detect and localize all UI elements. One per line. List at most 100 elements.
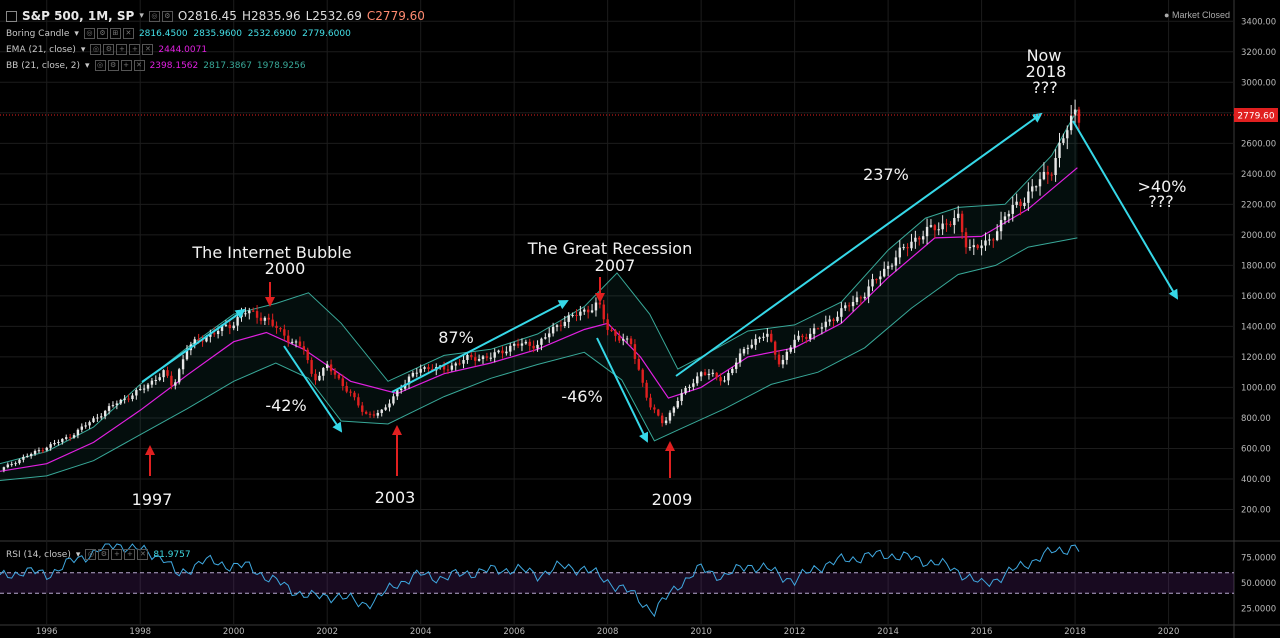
candle-body <box>400 388 403 391</box>
candle-legend-name[interactable]: Boring Candle <box>6 28 70 39</box>
candle-body <box>1015 201 1018 205</box>
y-tick-label: 1000.00 <box>1241 383 1276 393</box>
candle-body <box>840 308 843 317</box>
candle-body <box>142 388 146 390</box>
legend-buttons[interactable]: ◎ ⚙ ⊞ ✕ <box>83 28 134 39</box>
candle-body <box>770 333 773 342</box>
candle-body <box>586 309 590 313</box>
pct-neg42: -42% <box>265 396 306 415</box>
chevron-down-icon[interactable]: ▾ <box>75 549 81 560</box>
candle-body <box>536 344 539 349</box>
candle-body <box>816 328 820 330</box>
bb-legend[interactable]: BB (21, close, 2) ▾ ◎ ⚙ + ✕ 2398.1562 2817.… <box>6 60 306 71</box>
x-tick-label: 2016 <box>971 627 993 637</box>
bb-legend-name[interactable]: BB (21, close, 2) <box>6 60 81 71</box>
candle-body <box>103 410 107 417</box>
candle-body <box>602 304 605 320</box>
chart-menu-icon[interactable] <box>6 10 17 22</box>
price-tag-bg <box>1234 108 1278 122</box>
candle-body <box>742 348 746 354</box>
candle-body <box>512 343 516 346</box>
candle-body <box>361 405 364 412</box>
symbol-label[interactable]: S&P 500, 1M, SP <box>22 9 135 23</box>
candle-body <box>392 396 395 404</box>
candle-body <box>637 358 641 370</box>
rsi-tick-label: 75.0000 <box>1241 553 1276 563</box>
candle-body <box>528 341 531 346</box>
candle-body <box>228 324 232 329</box>
ema-legend-name[interactable]: EMA (21, close) <box>6 44 76 55</box>
ema-legend[interactable]: EMA (21, close) ▾ ◎ ⚙ + + ✕ 2444.0071 <box>6 44 207 55</box>
candle-body <box>341 378 344 387</box>
candle-body <box>185 350 189 360</box>
candle-body <box>676 400 679 408</box>
candle-legend[interactable]: Boring Candle ▾ ◎ ⚙ ⊞ ✕ 2816.4500 2835.9600… <box>6 28 351 39</box>
candle-body <box>859 297 863 299</box>
candle-body <box>283 329 286 336</box>
candle-body <box>322 368 325 376</box>
chevron-down-icon[interactable]: ▾ <box>80 44 86 55</box>
arrow-fall-2007 <box>596 337 649 443</box>
candle-body <box>723 380 726 382</box>
candle-body <box>442 365 446 370</box>
chevron-down-icon[interactable]: ▾ <box>139 11 144 21</box>
bb-lower-line <box>0 237 1078 481</box>
legend-buttons[interactable]: ◎ ⚙ + ✕ <box>94 60 145 71</box>
candle-body <box>146 384 150 389</box>
candle-body <box>92 418 95 423</box>
chevron-down-icon[interactable]: ▾ <box>85 60 90 71</box>
annotation-arrows <box>141 112 1179 443</box>
chevron-down-icon[interactable]: ▾ <box>74 28 79 39</box>
candle-body <box>267 317 270 320</box>
legend-buttons[interactable]: ◎ ⚙ + + ✕ <box>90 44 154 55</box>
candle-body <box>696 376 699 384</box>
candle-body <box>33 450 37 455</box>
candle-body <box>960 213 964 233</box>
candle-body <box>446 369 450 371</box>
now-line3: ??? <box>1032 78 1057 97</box>
candle-body <box>980 245 983 249</box>
candle-legend-values: 2816.4500 2835.9600 2532.6900 2779.6000 <box>138 28 351 39</box>
candle-body <box>999 220 1003 232</box>
candle-body <box>871 279 874 287</box>
candle-body <box>660 415 664 424</box>
candle-body <box>29 454 33 457</box>
candle-body <box>707 373 711 376</box>
rsi-tick-label: 50.0000 <box>1241 579 1276 589</box>
candle-body <box>45 447 48 451</box>
candle-body <box>271 319 274 326</box>
candle-body <box>524 341 528 344</box>
candle-body <box>625 338 629 340</box>
candle-body <box>984 240 987 246</box>
candle-body <box>49 444 52 448</box>
y-tick-label: 600.00 <box>1241 444 1271 454</box>
candle-body <box>150 380 154 385</box>
candle-body <box>345 386 348 392</box>
rsi-line <box>0 543 1080 618</box>
candle-body <box>485 356 489 358</box>
candle-body <box>314 373 317 381</box>
y-tick-label: 200.00 <box>1241 505 1271 515</box>
year-1997: 1997 <box>132 490 173 509</box>
recession-title: The Great Recession <box>527 239 692 258</box>
candle-body <box>949 224 952 226</box>
rsi-legend-name[interactable]: RSI (14, close) <box>6 549 71 560</box>
candle-body <box>793 339 796 348</box>
rsi-legend[interactable]: RSI (14, close) ▾ ◎ ⚙ + + ✕ 81.9757 <box>6 549 191 560</box>
candle-body <box>177 369 181 383</box>
candle-body <box>734 362 738 369</box>
candle-body <box>481 356 485 359</box>
rsi-band <box>0 572 1234 594</box>
y-tick-label: 800.00 <box>1241 414 1271 424</box>
candle-body <box>809 333 812 339</box>
candle-body <box>310 360 313 374</box>
candle-body <box>127 398 130 400</box>
y-tick-label: 3000.00 <box>1241 78 1276 88</box>
candle-body <box>544 337 547 339</box>
legend-buttons[interactable]: ◎ ⚙ <box>148 10 173 22</box>
x-tick-label: 2018 <box>1064 627 1086 637</box>
candle-body <box>579 311 582 316</box>
candle-body <box>333 371 337 375</box>
legend-buttons[interactable]: ◎ ⚙ + + ✕ <box>85 549 149 560</box>
